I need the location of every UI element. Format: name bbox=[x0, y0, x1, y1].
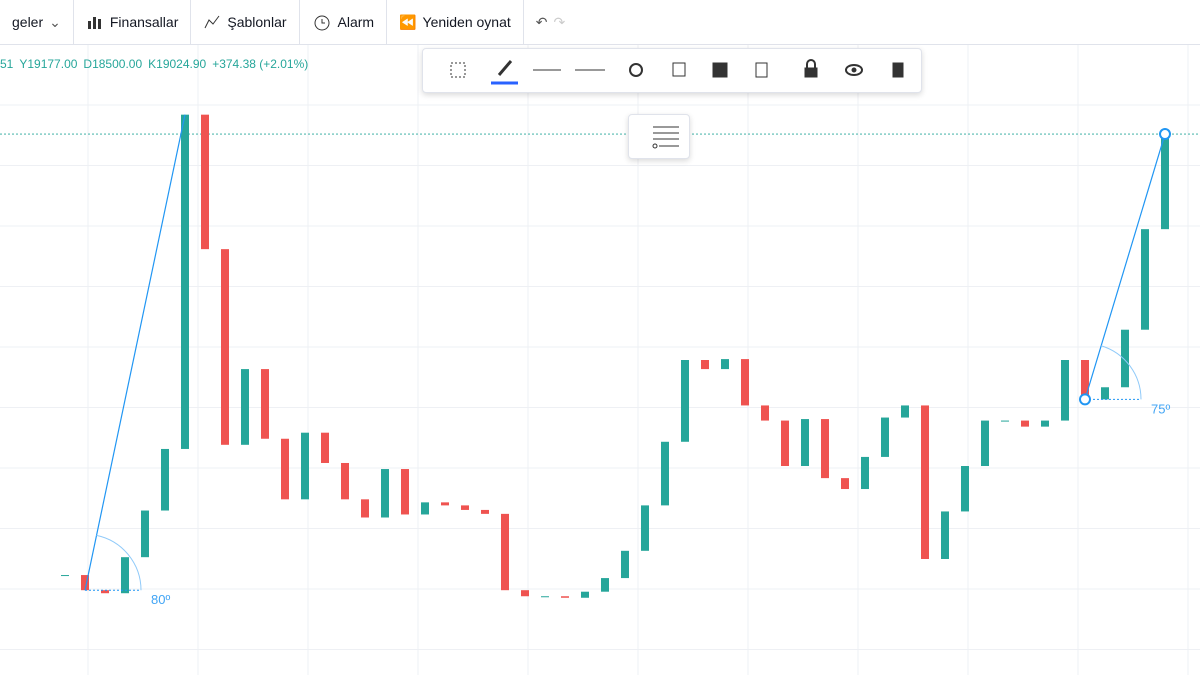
ohlc-legend: 51 Y19177.00 D18500.00 K19024.90 +374.38… bbox=[0, 57, 308, 71]
candle bbox=[481, 509, 489, 514]
label: Yeniden oynat bbox=[422, 14, 511, 30]
angle-label: 80º bbox=[151, 592, 170, 607]
candle bbox=[181, 114, 189, 449]
candle bbox=[401, 469, 409, 515]
candle bbox=[1041, 420, 1049, 427]
legend-item: K19024.90 bbox=[148, 57, 207, 71]
candle bbox=[881, 417, 889, 457]
candle bbox=[441, 502, 449, 506]
candle bbox=[941, 511, 949, 559]
legend-item: 51 bbox=[0, 57, 14, 71]
candle bbox=[1161, 134, 1169, 230]
candle bbox=[641, 505, 649, 551]
icon bbox=[652, 126, 679, 149]
toolbar-item[interactable]: Finansallar bbox=[74, 0, 192, 44]
angle-label: 75º bbox=[1151, 401, 1170, 416]
candle bbox=[541, 596, 549, 598]
candle bbox=[981, 420, 989, 467]
candle bbox=[141, 510, 149, 558]
icon bbox=[87, 17, 101, 29]
trend-line bbox=[1084, 133, 1166, 400]
candle bbox=[861, 456, 869, 490]
icon bbox=[314, 15, 330, 31]
handle[interactable] bbox=[1079, 393, 1091, 406]
legend-item: D18500.00 bbox=[83, 57, 143, 71]
candle bbox=[601, 578, 609, 592]
candle bbox=[621, 550, 629, 579]
candle bbox=[1121, 329, 1129, 388]
candle bbox=[821, 419, 829, 479]
legend-item: +374.38 (+2.01%) bbox=[212, 57, 309, 71]
toolbar-item[interactable]: ⏪ Yeniden oynat bbox=[387, 0, 524, 44]
label: Finansallar bbox=[109, 14, 179, 30]
candle bbox=[1021, 420, 1029, 427]
object-toolbar[interactable] bbox=[628, 114, 690, 159]
angle-arc bbox=[96, 534, 142, 591]
label: Şablonlar bbox=[227, 14, 287, 30]
candle bbox=[461, 505, 469, 510]
candle bbox=[921, 405, 929, 559]
candle bbox=[121, 557, 129, 594]
candle bbox=[501, 513, 509, 591]
candle bbox=[581, 591, 589, 598]
candle bbox=[1101, 387, 1109, 400]
undo-redo[interactable]: ↶ ↷ bbox=[535, 13, 566, 30]
drawing-toolbar bbox=[422, 48, 922, 93]
trend-line bbox=[84, 114, 186, 591]
candle bbox=[281, 438, 289, 500]
toolbar-item[interactable]: Şablonlar bbox=[191, 0, 300, 44]
candle bbox=[81, 575, 89, 591]
candle bbox=[1081, 360, 1089, 400]
angle-arc bbox=[1101, 345, 1142, 400]
label: Alarm bbox=[337, 14, 375, 30]
toolbar-item[interactable]: Alarm bbox=[300, 0, 388, 44]
candle bbox=[681, 360, 689, 442]
candle bbox=[201, 114, 209, 250]
icon bbox=[204, 15, 220, 29]
candle bbox=[261, 369, 269, 439]
candle bbox=[521, 590, 529, 597]
candle bbox=[761, 405, 769, 421]
candle bbox=[341, 462, 349, 500]
candle bbox=[561, 596, 569, 598]
candle bbox=[961, 466, 969, 512]
candle bbox=[361, 499, 369, 518]
candle bbox=[381, 469, 389, 518]
candle bbox=[781, 420, 789, 467]
candle bbox=[841, 478, 849, 490]
toolbar-item[interactable]: geler ⌄ bbox=[0, 0, 74, 44]
candle bbox=[61, 575, 69, 577]
candle bbox=[161, 448, 169, 511]
candle bbox=[741, 359, 749, 406]
candle bbox=[1061, 360, 1069, 421]
toolbar: geler ⌄ Finansallar Şablonlar Alarm ⏪ Yeni… bbox=[0, 0, 1200, 45]
handle[interactable] bbox=[1159, 128, 1171, 141]
candle bbox=[421, 502, 429, 515]
candle bbox=[1001, 420, 1009, 422]
candle bbox=[301, 432, 309, 500]
label: geler bbox=[12, 14, 44, 30]
candle bbox=[661, 441, 669, 506]
candle bbox=[321, 432, 329, 463]
candle bbox=[101, 590, 109, 594]
legend-item: Y19177.00 bbox=[19, 57, 78, 71]
candle bbox=[221, 249, 229, 445]
candle bbox=[1141, 229, 1149, 330]
candle bbox=[901, 405, 909, 418]
drawing-tools bbox=[450, 59, 904, 85]
candle bbox=[801, 419, 809, 467]
candle bbox=[701, 360, 709, 370]
candle bbox=[721, 359, 729, 370]
candle bbox=[241, 369, 249, 445]
